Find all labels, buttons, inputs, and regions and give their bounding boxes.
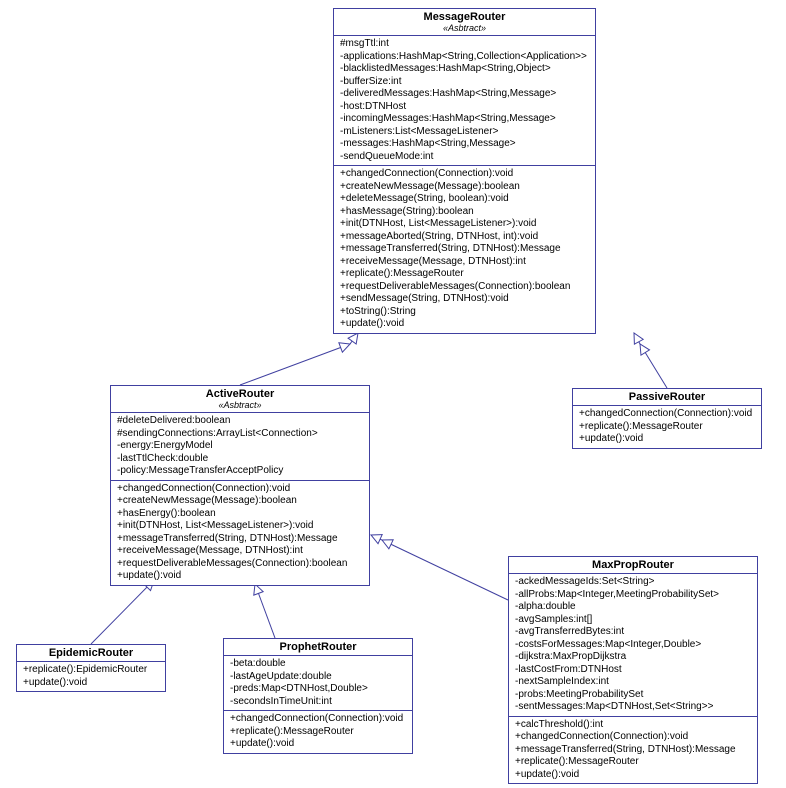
ops-section: +calcThreshold():int+changedConnection(C… <box>509 717 757 784</box>
ops-section: +changedConnection(Connection):void+crea… <box>111 481 369 585</box>
member-line: +update():void <box>579 433 755 446</box>
member-line: +changedConnection(Connection):void <box>340 168 589 181</box>
member-line: +replicate():MessageRouter <box>340 268 589 281</box>
member-line: +hasMessage(String):boolean <box>340 206 589 219</box>
member-line: -allProbs:Map<Integer,MeetingProbability… <box>515 589 751 602</box>
member-line: -blacklistedMessages:HashMap<String,Obje… <box>340 63 589 76</box>
member-line: -applications:HashMap<String,Collection<… <box>340 51 589 64</box>
attrs-section: #msgTtl:int-applications:HashMap<String,… <box>334 36 595 166</box>
member-line: -beta:double <box>230 658 406 671</box>
member-line: +update():void <box>340 318 589 331</box>
member-line: +replicate():MessageRouter <box>515 756 751 769</box>
member-line: -dijkstra:MaxPropDijkstra <box>515 651 751 664</box>
class-prophet-router: ProphetRouter -beta:double-lastAgeUpdate… <box>223 638 413 754</box>
class-passive-router: PassiveRouter +changedConnection(Connect… <box>572 388 762 449</box>
member-line: +replicate():MessageRouter <box>230 726 406 739</box>
member-line: -lastCostFrom:DTNHost <box>515 664 751 677</box>
class-name-text: ActiveRouter <box>206 388 274 400</box>
member-line: +replicate():EpidemicRouter <box>23 664 159 677</box>
ops-section: +changedConnection(Connection):void+repl… <box>573 406 761 448</box>
class-title: EpidemicRouter <box>17 645 165 662</box>
member-line: -alpha:double <box>515 601 751 614</box>
member-line: +changedConnection(Connection):void <box>117 483 363 496</box>
class-active-router: ActiveRouter «Asbtract» #deleteDelivered… <box>110 385 370 586</box>
member-line: -sendQueueMode:int <box>340 151 589 164</box>
member-line: +update():void <box>23 677 159 690</box>
member-line: +receiveMessage(Message, DTNHost):int <box>340 256 589 269</box>
member-line: #sendingConnections:ArrayList<Connection… <box>117 428 363 441</box>
member-line: +changedConnection(Connection):void <box>579 408 755 421</box>
member-line: +update():void <box>230 738 406 751</box>
member-line: #msgTtl:int <box>340 38 589 51</box>
member-line: -lastTtlCheck:double <box>117 453 363 466</box>
class-message-router: MessageRouter «Asbtract» #msgTtl:int-app… <box>333 8 596 334</box>
member-line: +calcThreshold():int <box>515 719 751 732</box>
member-line: +init(DTNHost, List<MessageListener>):vo… <box>340 218 589 231</box>
member-line: +update():void <box>117 570 363 583</box>
member-line: +receiveMessage(Message, DTNHost):int <box>117 545 363 558</box>
member-line: -host:DTNHost <box>340 101 589 114</box>
class-title: MaxPropRouter <box>509 557 757 574</box>
member-line: -ackedMessageIds:Set<String> <box>515 576 751 589</box>
class-title: PassiveRouter <box>573 389 761 406</box>
member-line: -incomingMessages:HashMap<String,Message… <box>340 113 589 126</box>
member-line: -sentMessages:Map<DTNHost,Set<String>> <box>515 701 751 714</box>
attrs-section: -beta:double-lastAgeUpdate:double-preds:… <box>224 656 412 711</box>
class-name-text: MessageRouter <box>424 11 506 23</box>
member-line: -messages:HashMap<String,Message> <box>340 138 589 151</box>
ops-section: +changedConnection(Connection):void+crea… <box>334 166 595 333</box>
member-line: +createNewMessage(Message):boolean <box>117 495 363 508</box>
member-line: #deleteDelivered:boolean <box>117 415 363 428</box>
member-line: -costsForMessages:Map<Integer,Double> <box>515 639 751 652</box>
member-line: -policy:MessageTransferAcceptPolicy <box>117 465 363 478</box>
class-name-text: PassiveRouter <box>629 391 705 403</box>
member-line: +requestDeliverableMessages(Connection):… <box>340 281 589 294</box>
class-title: MessageRouter «Asbtract» <box>334 9 595 36</box>
member-line: -bufferSize:int <box>340 76 589 89</box>
ops-section: +replicate():EpidemicRouter+update():voi… <box>17 662 165 691</box>
attrs-section: #deleteDelivered:boolean#sendingConnecti… <box>111 413 369 481</box>
attrs-section: -ackedMessageIds:Set<String>-allProbs:Ma… <box>509 574 757 717</box>
member-line: +requestDeliverableMessages(Connection):… <box>117 558 363 571</box>
member-line: +messageTransferred(String, DTNHost):Mes… <box>515 744 751 757</box>
member-line: -avgTransferredBytes:int <box>515 626 751 639</box>
stereotype-text: «Asbtract» <box>115 400 365 410</box>
member-line: +messageTransferred(String, DTNHost):Mes… <box>340 243 589 256</box>
member-line: +deleteMessage(String, boolean):void <box>340 193 589 206</box>
class-name-text: ProphetRouter <box>280 641 357 653</box>
member-line: +changedConnection(Connection):void <box>230 713 406 726</box>
member-line: +createNewMessage(Message):boolean <box>340 181 589 194</box>
member-line: +messageTransferred(String, DTNHost):Mes… <box>117 533 363 546</box>
member-line: -mListeners:List<MessageListener> <box>340 126 589 139</box>
member-line: -lastAgeUpdate:double <box>230 671 406 684</box>
member-line: +replicate():MessageRouter <box>579 421 755 434</box>
member-line: -probs:MeetingProbabilitySet <box>515 689 751 702</box>
member-line: +messageAborted(String, DTNHost, int):vo… <box>340 231 589 244</box>
member-line: -secondsInTimeUnit:int <box>230 696 406 709</box>
member-line: +update():void <box>515 769 751 782</box>
member-line: +init(DTNHost, List<MessageListener>):vo… <box>117 520 363 533</box>
stereotype-text: «Asbtract» <box>338 23 591 33</box>
class-title: ActiveRouter «Asbtract» <box>111 386 369 413</box>
member-line: -deliveredMessages:HashMap<String,Messag… <box>340 88 589 101</box>
class-maxprop-router: MaxPropRouter -ackedMessageIds:Set<Strin… <box>508 556 758 784</box>
class-epidemic-router: EpidemicRouter +replicate():EpidemicRout… <box>16 644 166 692</box>
member-line: -avgSamples:int[] <box>515 614 751 627</box>
member-line: +hasEnergy():boolean <box>117 508 363 521</box>
member-line: +sendMessage(String, DTNHost):void <box>340 293 589 306</box>
member-line: -nextSampleIndex:int <box>515 676 751 689</box>
member-line: -preds:Map<DTNHost,Double> <box>230 683 406 696</box>
member-line: +toString():String <box>340 306 589 319</box>
class-name-text: MaxPropRouter <box>592 559 674 571</box>
member-line: -energy:EnergyModel <box>117 440 363 453</box>
class-name-text: EpidemicRouter <box>49 647 133 659</box>
class-title: ProphetRouter <box>224 639 412 656</box>
ops-section: +changedConnection(Connection):void+repl… <box>224 711 412 753</box>
member-line: +changedConnection(Connection):void <box>515 731 751 744</box>
